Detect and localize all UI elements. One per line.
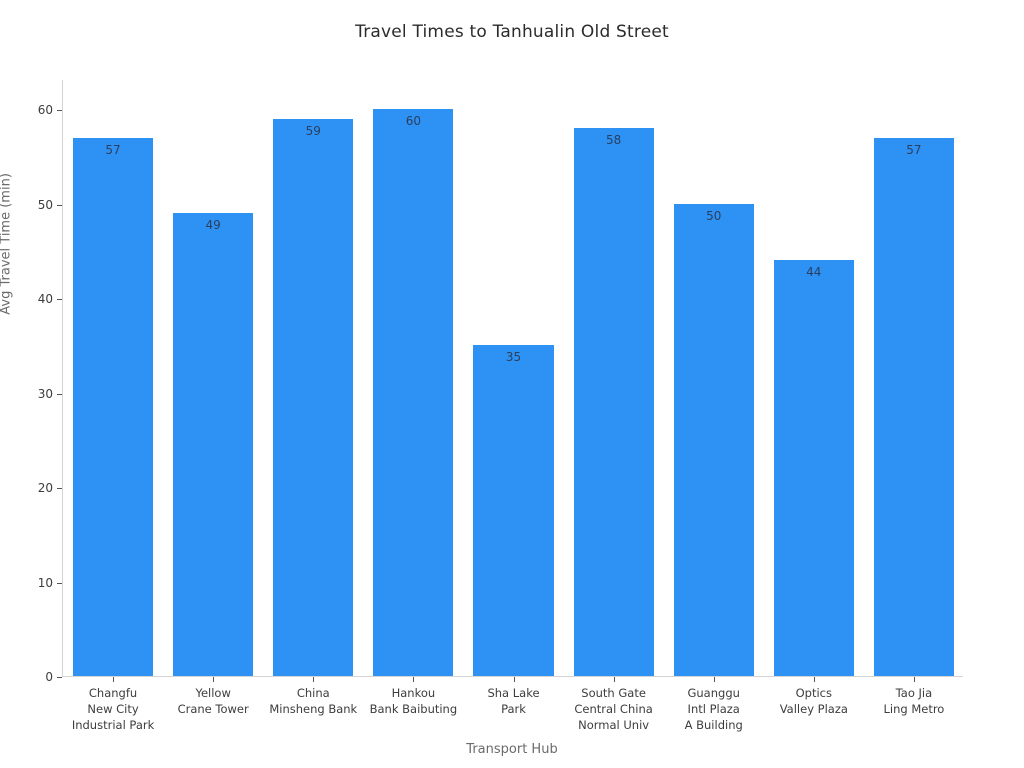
x-axis-tick-mark	[513, 677, 515, 682]
x-axis-category-label: Yellow Crane Tower	[177, 686, 249, 716]
y-axis-tick-mark	[57, 299, 62, 301]
bar: 59	[273, 118, 354, 676]
x-axis-category-label: Hankou Bank Baibuting	[369, 686, 458, 716]
x-axis-tick-mark	[213, 677, 215, 682]
bar-value-label: 60	[405, 114, 422, 129]
x-axis-tick-mark	[813, 677, 815, 682]
bar-value-label: 57	[906, 142, 922, 157]
y-axis-tick-mark	[57, 393, 62, 395]
y-axis-tick-mark	[57, 488, 62, 490]
y-axis-tick-mark	[57, 110, 62, 112]
x-axis-category-label: Changfu New City Industrial Park	[71, 686, 155, 732]
x-axis-tick-mark	[613, 677, 615, 682]
y-axis-tick-mark	[57, 204, 62, 206]
y-axis-tick-mark	[57, 582, 62, 584]
y-axis-tick-label: 40	[37, 292, 53, 307]
x-axis-category-label: China Minsheng Bank	[269, 686, 358, 716]
y-axis-tick-label: 60	[37, 103, 53, 118]
bar-value-label: 57	[105, 142, 121, 157]
y-axis-tick-label: 0	[45, 670, 53, 684]
bar-value-label: 49	[205, 218, 221, 233]
x-axis-category-label: Sha Lake Park	[487, 686, 540, 716]
bar-value-label: 44	[806, 265, 822, 280]
bar-value-label: 35	[505, 350, 522, 365]
bar: 50	[673, 203, 754, 676]
x-axis-category-label: Tao Jia Ling Metro	[883, 686, 945, 716]
bar: 57	[73, 137, 154, 676]
bar: 44	[773, 260, 854, 676]
chart-title: Travel Times to Tanhualin Old Street	[355, 22, 669, 42]
x-axis-category-label: Optics Valley Plaza	[779, 686, 848, 716]
bar-value-label: 50	[706, 208, 722, 223]
plot-area: 0 10 20 30 40 50 60 57 Changfu New City Industri…	[38, 80, 963, 732]
bar: 57	[873, 137, 954, 676]
bar: 58	[573, 128, 654, 676]
y-axis-tick-label: 10	[37, 575, 53, 590]
bar-value-label: 58	[605, 133, 622, 148]
x-axis-title: Transport Hub	[466, 742, 558, 757]
x-axis-tick-mark	[313, 677, 315, 682]
bar: 49	[173, 213, 254, 676]
y-axis-tick-label: 30	[37, 386, 53, 401]
x-axis-tick-mark	[913, 677, 915, 682]
x-axis-category-label: Guanggu Intl Plaza A Building	[684, 686, 743, 732]
bar-value-label: 59	[305, 123, 321, 138]
y-axis-title: Avg Travel Time (min)	[0, 173, 14, 315]
x-axis-tick-mark	[413, 677, 415, 682]
bar: 35	[473, 345, 554, 676]
x-axis-tick-mark	[713, 677, 715, 682]
x-axis-category-label: South Gate Central China Normal Univ	[574, 686, 653, 732]
bar: 60	[373, 109, 454, 676]
x-axis-tick-mark	[113, 677, 115, 682]
y-axis-tick-label: 50	[37, 197, 53, 212]
y-axis-tick-mark	[57, 677, 62, 678]
y-axis-tick-label: 20	[37, 481, 53, 496]
